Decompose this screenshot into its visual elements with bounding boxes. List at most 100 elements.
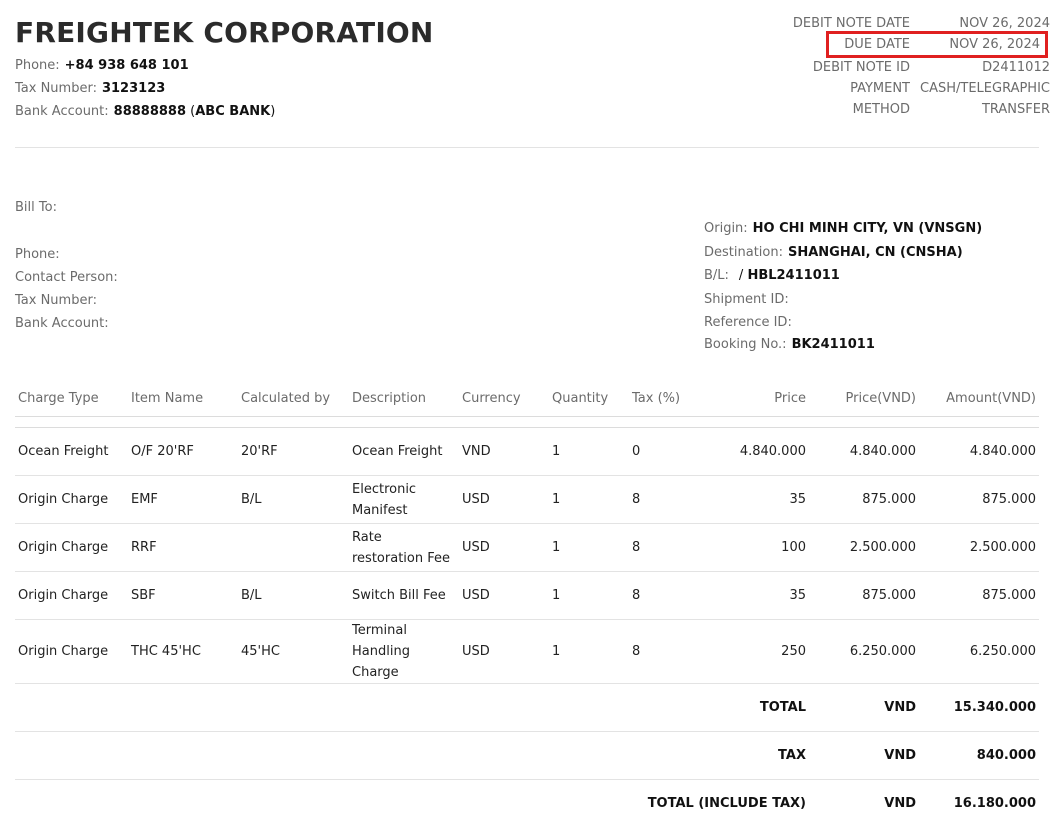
cell: Electronic Manifest [349, 475, 459, 524]
company-tax: Tax Number: 3123123 [15, 81, 165, 96]
cell: 100 [699, 523, 809, 572]
column-header: Item Name [128, 380, 238, 417]
cell: O/F 20'RF [128, 427, 238, 476]
table-row: Origin Charge RRF Rate restoration Fee U… [15, 523, 1039, 572]
company-bank: Bank Account: 88888888 (ABC BANK) [15, 104, 276, 119]
company-tax-label: Tax Number: [15, 81, 97, 96]
table-spacer [15, 416, 1039, 428]
meta-value: CASH/TELEGRAPHIC TRANSFER [920, 78, 1050, 120]
reference-id-label: Reference ID: [704, 315, 792, 330]
shipment-id-label: Shipment ID: [704, 292, 789, 307]
cell: USD [459, 571, 549, 620]
bill-to-label: Bill To: [15, 200, 57, 215]
bill-to-tax-label: Tax Number: [15, 293, 97, 308]
summary-amount: 15.340.000 [919, 683, 1039, 732]
cell: Rate restoration Fee [349, 523, 459, 572]
cell [238, 523, 349, 572]
cell: Ocean Freight [349, 427, 459, 476]
cell: SBF [128, 571, 238, 620]
cell: USD [459, 475, 549, 524]
cell: 1 [549, 571, 629, 620]
shipment-bl: B/L: / HBL2411011 [704, 268, 840, 283]
cell: Origin Charge [15, 571, 128, 620]
summary-label: TAX [699, 731, 809, 780]
meta-value-line: TRANSFER [981, 102, 1050, 117]
cell: 35 [699, 475, 809, 524]
shipment-booking: Booking No.: BK2411011 [704, 337, 875, 352]
cell: 8 [629, 475, 699, 524]
summary-currency: VND [809, 683, 919, 732]
column-header: Amount(VND) [919, 380, 1039, 417]
cell: 2.500.000 [919, 523, 1039, 572]
company-bank-value: 88888888 [113, 104, 187, 119]
company-tax-value: 3123123 [101, 81, 166, 96]
cell: 35 [699, 571, 809, 620]
cell: Origin Charge [15, 475, 128, 524]
meta-value-line: CASH/TELEGRAPHIC [920, 81, 1050, 96]
debit-note-meta: DEBIT NOTE DATE NOV 26, 2024 DUE DATE NO… [725, 13, 1050, 120]
company-bank-name: ABC BANK [195, 104, 271, 119]
cell: 4.840.000 [809, 427, 919, 476]
booking-value: BK2411011 [791, 337, 875, 352]
meta-value: D2411012 [982, 60, 1050, 75]
summary-row-tax: TAX VND 840.000 [15, 731, 1039, 780]
cell: 0 [629, 427, 699, 476]
summary-amount: 16.180.000 [953, 796, 1036, 811]
destination-value: SHANGHAI, CN (CNSHA) [787, 245, 963, 260]
cell: B/L [238, 475, 349, 524]
table-row: Origin Charge SBF B/L Switch Bill Fee US… [15, 571, 1039, 620]
shipment-origin: Origin: HO CHI MINH CITY, VN (VNSGN) [704, 221, 982, 236]
meta-value: NOV 26, 2024 [949, 37, 1040, 52]
cell: 1 [549, 475, 629, 524]
summary-row-total: TOTAL VND 15.340.000 [15, 683, 1039, 732]
summary-currency: VND [809, 731, 919, 780]
company-phone-value: +84 938 648 101 [64, 58, 189, 73]
meta-label-line: METHOD [852, 102, 910, 117]
column-header: Description [349, 380, 459, 417]
cell: 4.840.000 [919, 427, 1039, 476]
cell: 2.500.000 [809, 523, 919, 572]
charges-table: Charge Type Item Name Calculated by Desc… [15, 380, 1039, 827]
cell: Terminal Handling Charge [349, 619, 459, 684]
cell: THC 45'HC [128, 619, 238, 684]
shipment-id: Shipment ID: [704, 292, 789, 307]
bill-to-contact-label: Contact Person: [15, 270, 118, 285]
table-header-row: Charge Type Item Name Calculated by Desc… [15, 380, 1039, 417]
column-header: Price [699, 380, 809, 417]
cell: RRF [128, 523, 238, 572]
cell: Origin Charge [15, 619, 128, 684]
meta-label-line: PAYMENT [850, 81, 910, 96]
cell: B/L [238, 571, 349, 620]
cell: 875.000 [919, 475, 1039, 524]
bill-to-phone-label: Phone: [15, 247, 60, 262]
booking-label: Booking No.: [704, 337, 787, 352]
cell: EMF [128, 475, 238, 524]
summary-currency: VND [884, 796, 916, 811]
cell: 1 [549, 523, 629, 572]
cell: 45'HC [238, 619, 349, 684]
cell: 875.000 [809, 571, 919, 620]
cell: VND [459, 427, 549, 476]
summary-row-total-include-tax: TOTAL (INCLUDE TAX) VND 16.180.000 [15, 780, 1039, 828]
meta-label: DUE DATE [844, 37, 910, 52]
summary-label: TOTAL [699, 683, 809, 732]
company-name: FREIGHTEK CORPORATION [15, 16, 434, 49]
column-header: Price(VND) [809, 380, 919, 417]
meta-debit-note-date: DEBIT NOTE DATE NOV 26, 2024 [725, 13, 1050, 34]
company-phone-label: Phone: [15, 58, 60, 73]
shipment-destination: Destination: SHANGHAI, CN (CNSHA) [704, 245, 963, 260]
company-bank-label: Bank Account: [15, 104, 109, 119]
cell: 875.000 [809, 475, 919, 524]
cell: Switch Bill Fee [349, 571, 459, 620]
cell: USD [459, 619, 549, 684]
cell: 6.250.000 [919, 619, 1039, 684]
cell: 20'RF [238, 427, 349, 476]
cell: 8 [629, 619, 699, 684]
bl-label: B/L: [704, 268, 729, 283]
column-header: Tax (%) [629, 380, 699, 417]
cell: 8 [629, 571, 699, 620]
shipment-reference-id: Reference ID: [704, 315, 792, 330]
destination-label: Destination: [704, 245, 783, 260]
cell: Origin Charge [15, 523, 128, 572]
meta-label: DEBIT NOTE ID [812, 60, 910, 75]
